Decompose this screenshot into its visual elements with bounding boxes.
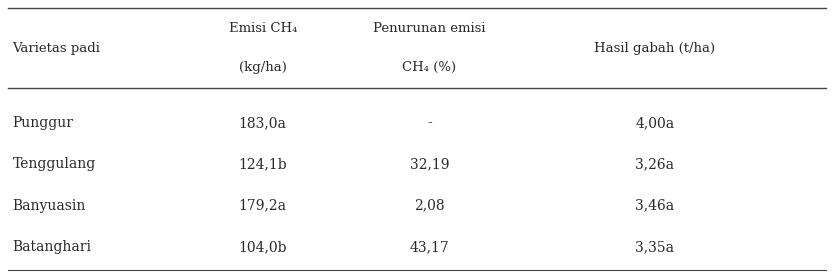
- Text: 43,17: 43,17: [409, 240, 450, 254]
- Text: 104,0b: 104,0b: [239, 240, 287, 254]
- Text: 4,00a: 4,00a: [636, 116, 674, 130]
- Text: 2,08: 2,08: [414, 199, 445, 213]
- Text: Batanghari: Batanghari: [13, 240, 92, 254]
- Text: (kg/ha): (kg/ha): [239, 61, 287, 74]
- Text: -: -: [427, 116, 432, 130]
- Text: 3,26a: 3,26a: [636, 157, 674, 171]
- Text: 183,0a: 183,0a: [239, 116, 287, 130]
- Text: Banyuasin: Banyuasin: [13, 199, 86, 213]
- Text: 3,35a: 3,35a: [636, 240, 674, 254]
- Text: Emisi CH₄: Emisi CH₄: [229, 22, 297, 36]
- Text: Penurunan emisi: Penurunan emisi: [374, 22, 485, 36]
- Text: 179,2a: 179,2a: [239, 199, 287, 213]
- Text: Tenggulang: Tenggulang: [13, 157, 96, 171]
- Text: CH₄ (%): CH₄ (%): [403, 61, 456, 74]
- Text: Punggur: Punggur: [13, 116, 73, 130]
- Text: Varietas padi: Varietas padi: [13, 42, 100, 55]
- Text: 3,46a: 3,46a: [636, 199, 674, 213]
- Text: 124,1b: 124,1b: [239, 157, 287, 171]
- Text: 32,19: 32,19: [409, 157, 450, 171]
- Text: Hasil gabah (t/ha): Hasil gabah (t/ha): [594, 42, 716, 55]
